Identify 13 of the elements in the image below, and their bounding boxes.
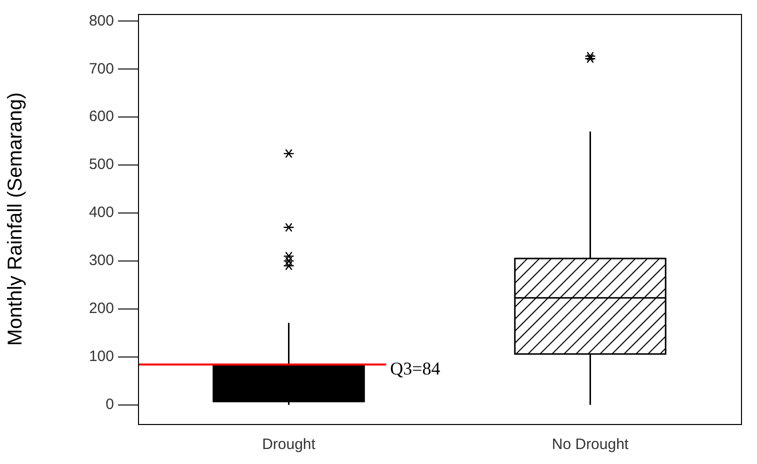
y-tick-label: 300: [88, 252, 114, 270]
y-tick-label: 600: [88, 108, 114, 126]
y-tick-label: 100: [88, 348, 114, 366]
ref-line-label: Q3=84: [390, 358, 440, 378]
y-tick-label: 400: [88, 204, 114, 222]
y-tick-label: 0: [106, 396, 114, 413]
y-tick-label: 500: [88, 156, 114, 174]
x-tick-label: No Drought: [552, 436, 630, 454]
y-tick-label: 200: [88, 300, 114, 318]
y-axis-title: Monthly Rainfall (Semarang): [4, 92, 27, 346]
y-tick-label: 800: [88, 12, 114, 30]
y-tick-label: 700: [88, 60, 114, 78]
x-tick-label: Drought: [262, 436, 316, 454]
